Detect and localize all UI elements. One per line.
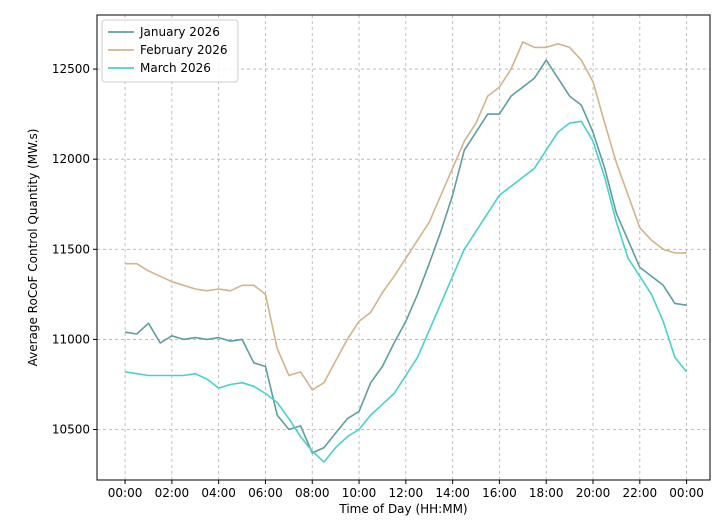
- y-tick-label: 10500: [52, 423, 90, 437]
- y-tick-label: 11500: [52, 242, 90, 256]
- legend-box: [101, 19, 239, 83]
- x-tick-label: 00:00: [669, 486, 704, 500]
- y-tick-label: 12000: [52, 152, 90, 166]
- x-tick-label: 08:00: [295, 486, 330, 500]
- series-line: [125, 41, 687, 391]
- legend: January 2026 February 2026 March 2026: [101, 19, 239, 83]
- legend-label: January 2026: [139, 25, 220, 39]
- plot-frame: [96, 14, 711, 481]
- x-axis-label: Time of Day (HH:MM): [338, 502, 467, 516]
- x-tick-label: 16:00: [482, 486, 517, 500]
- x-tick-label: 04:00: [201, 486, 236, 500]
- x-tick-label: 06:00: [248, 486, 283, 500]
- series-line: [124, 120, 688, 463]
- x-tick-label: 02:00: [155, 486, 190, 500]
- x-tick-label: 20:00: [576, 486, 611, 500]
- x-tick-label: 12:00: [389, 486, 424, 500]
- plot-area: [97, 15, 710, 480]
- legend-label: March 2026: [140, 61, 211, 75]
- x-tick-label: 10:00: [342, 486, 377, 500]
- x-tick-label: 14:00: [435, 486, 470, 500]
- series-line: [124, 59, 687, 454]
- series-lines: [124, 41, 688, 463]
- legend-label: February 2026: [140, 43, 228, 57]
- y-axis-label: Average RoCoF Control Quantity (MW.s): [26, 129, 40, 367]
- x-tick-label: 18:00: [529, 486, 564, 500]
- x-tick-label: 00:00: [108, 486, 143, 500]
- y-tick-label: 11000: [52, 332, 90, 346]
- x-tick-label: 22:00: [623, 486, 658, 500]
- y-tick-label: 12500: [52, 62, 90, 76]
- axis-ticks: 00:00 02:00 04:00 06:00 08:00 10:00 12:00 14:00…: [52, 62, 704, 500]
